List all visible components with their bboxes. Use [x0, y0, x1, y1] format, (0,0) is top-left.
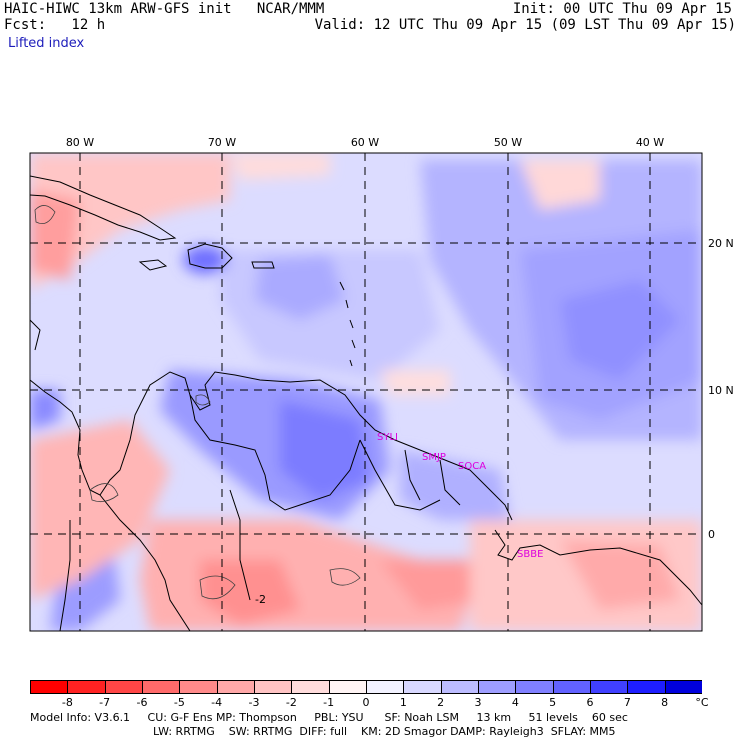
plot-frame — [29, 152, 703, 632]
station-label: SOCA — [458, 461, 486, 472]
colorbar-tick-label: -8 — [61, 696, 73, 709]
stations: SYLI SMJP SOCA SBBE — [377, 432, 543, 560]
colorbar-unit: °C — [695, 696, 709, 709]
colorbar-tick-label: -3 — [248, 696, 260, 709]
coastlines — [30, 175, 702, 631]
colorbar-swatch — [366, 680, 404, 694]
colorbar-swatch — [104, 680, 143, 694]
lon-label: 80 W — [66, 136, 94, 149]
colorbar-swatch — [664, 680, 703, 694]
colorbar-tick-label: 0 — [362, 696, 370, 709]
field-name: Lifted index — [8, 36, 85, 51]
colorbar-tick-label: -2 — [285, 696, 297, 709]
colorbar-swatch — [67, 680, 106, 694]
physics-info: LW: RRTMG SW: RRTMG DIFF: full KM: 2D Sm… — [153, 725, 616, 738]
colorbar-swatch — [142, 680, 180, 694]
init-time: Init: 00 UTC Thu 09 Apr 15 — [512, 1, 732, 17]
lon-labels: 80 W 70 W 60 W 50 W 40 W — [66, 136, 664, 149]
model-title: HAIC-HIWC 13km ARW-GFS init NCAR/MMM — [4, 1, 325, 17]
colorbar-tick-label: 3 — [474, 696, 482, 709]
colorbar-swatch — [328, 680, 367, 694]
colorbar-swatch — [440, 680, 479, 694]
colorbar-tick-label: 8 — [661, 696, 669, 709]
lon-label: 60 W — [351, 136, 379, 149]
colorbar-swatch — [478, 680, 516, 694]
colorbar-tick-label: 2 — [437, 696, 445, 709]
colorbar-tick-label: -4 — [211, 696, 223, 709]
lon-label: 70 W — [208, 136, 236, 149]
colorbar-swatch — [403, 680, 442, 694]
colorbar-swatch — [30, 680, 68, 694]
colorbar-swatch — [254, 680, 292, 694]
colorbar-swatch — [590, 680, 628, 694]
lifted-index-field — [30, 153, 702, 631]
colorbar-tick-label: -5 — [173, 696, 185, 709]
colorbar-swatch — [552, 680, 591, 694]
colorbar-swatch — [515, 680, 554, 694]
colorbar-tick-label: 4 — [511, 696, 519, 709]
model-info: Model Info: V3.6.1 CU: G-F Ens MP: Thomp… — [30, 711, 628, 724]
lat-label: 0 — [708, 528, 715, 541]
colorbar-tick-label: -7 — [99, 696, 111, 709]
colorbar-tick-label: 5 — [549, 696, 557, 709]
lon-label: 40 W — [636, 136, 664, 149]
lon-label: 50 W — [494, 136, 522, 149]
contour-label: -2 — [255, 593, 266, 606]
colorbar-tick-label: -6 — [136, 696, 148, 709]
station-label: SMJP — [422, 452, 446, 463]
valid-time: Valid: 12 UTC Thu 09 Apr 15 (09 LST Thu … — [314, 17, 736, 33]
colorbar-tick-label: 6 — [586, 696, 594, 709]
colorbar-swatch — [179, 680, 218, 694]
colorbar-swatch — [291, 680, 330, 694]
colorbar-tick-label: 1 — [399, 696, 407, 709]
lat-labels: 20 N 10 N 0 — [708, 237, 734, 541]
lat-label: 10 N — [708, 384, 734, 397]
colorbar-tick-label: -1 — [323, 696, 335, 709]
station-label: SYLI — [377, 432, 398, 443]
lat-label: 20 N — [708, 237, 734, 250]
forecast-hour: Fcst: 12 h — [4, 17, 106, 33]
colorbar-swatch — [627, 680, 666, 694]
colorbar-tick-label: 7 — [623, 696, 631, 709]
colorbar-swatch — [216, 680, 255, 694]
station-label: SBBE — [517, 549, 543, 560]
contours — [34, 205, 361, 600]
graticule — [30, 153, 702, 631]
